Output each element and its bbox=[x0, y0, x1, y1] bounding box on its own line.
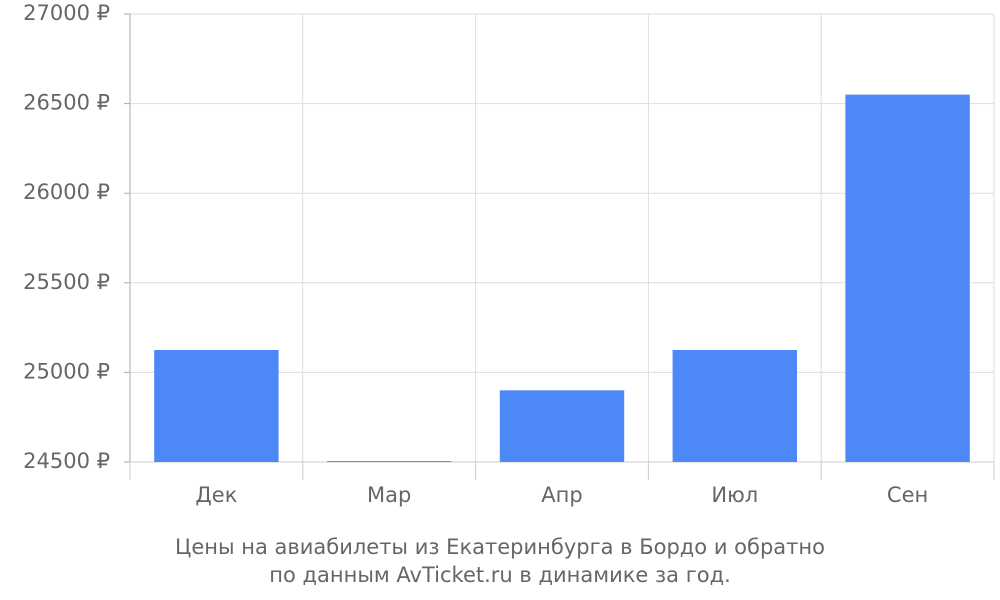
chart-title: по данным AvTicket.ru в динамике за год. bbox=[269, 563, 731, 587]
x-tick-label: Апр bbox=[541, 483, 582, 507]
x-tick-label: Дек bbox=[195, 483, 237, 507]
bar bbox=[845, 94, 970, 462]
bar bbox=[499, 390, 625, 462]
x-tick-label: Сен bbox=[887, 483, 928, 507]
y-tick-label: 24500 ₽ bbox=[23, 449, 110, 473]
y-tick-label: 27000 ₽ bbox=[23, 1, 110, 25]
bar bbox=[154, 350, 279, 462]
chart-title: Цены на авиабилеты из Екатеринбурга в Бо… bbox=[175, 535, 825, 559]
x-tick-label: Мар bbox=[367, 483, 411, 507]
y-tick-label: 25000 ₽ bbox=[23, 359, 110, 383]
x-tick-label: Июл bbox=[711, 483, 758, 507]
bar bbox=[672, 350, 798, 462]
y-tick-label: 26000 ₽ bbox=[23, 180, 110, 204]
y-tick-label: 26500 ₽ bbox=[23, 91, 110, 115]
y-tick-label: 25500 ₽ bbox=[23, 270, 110, 294]
bar bbox=[326, 461, 452, 462]
